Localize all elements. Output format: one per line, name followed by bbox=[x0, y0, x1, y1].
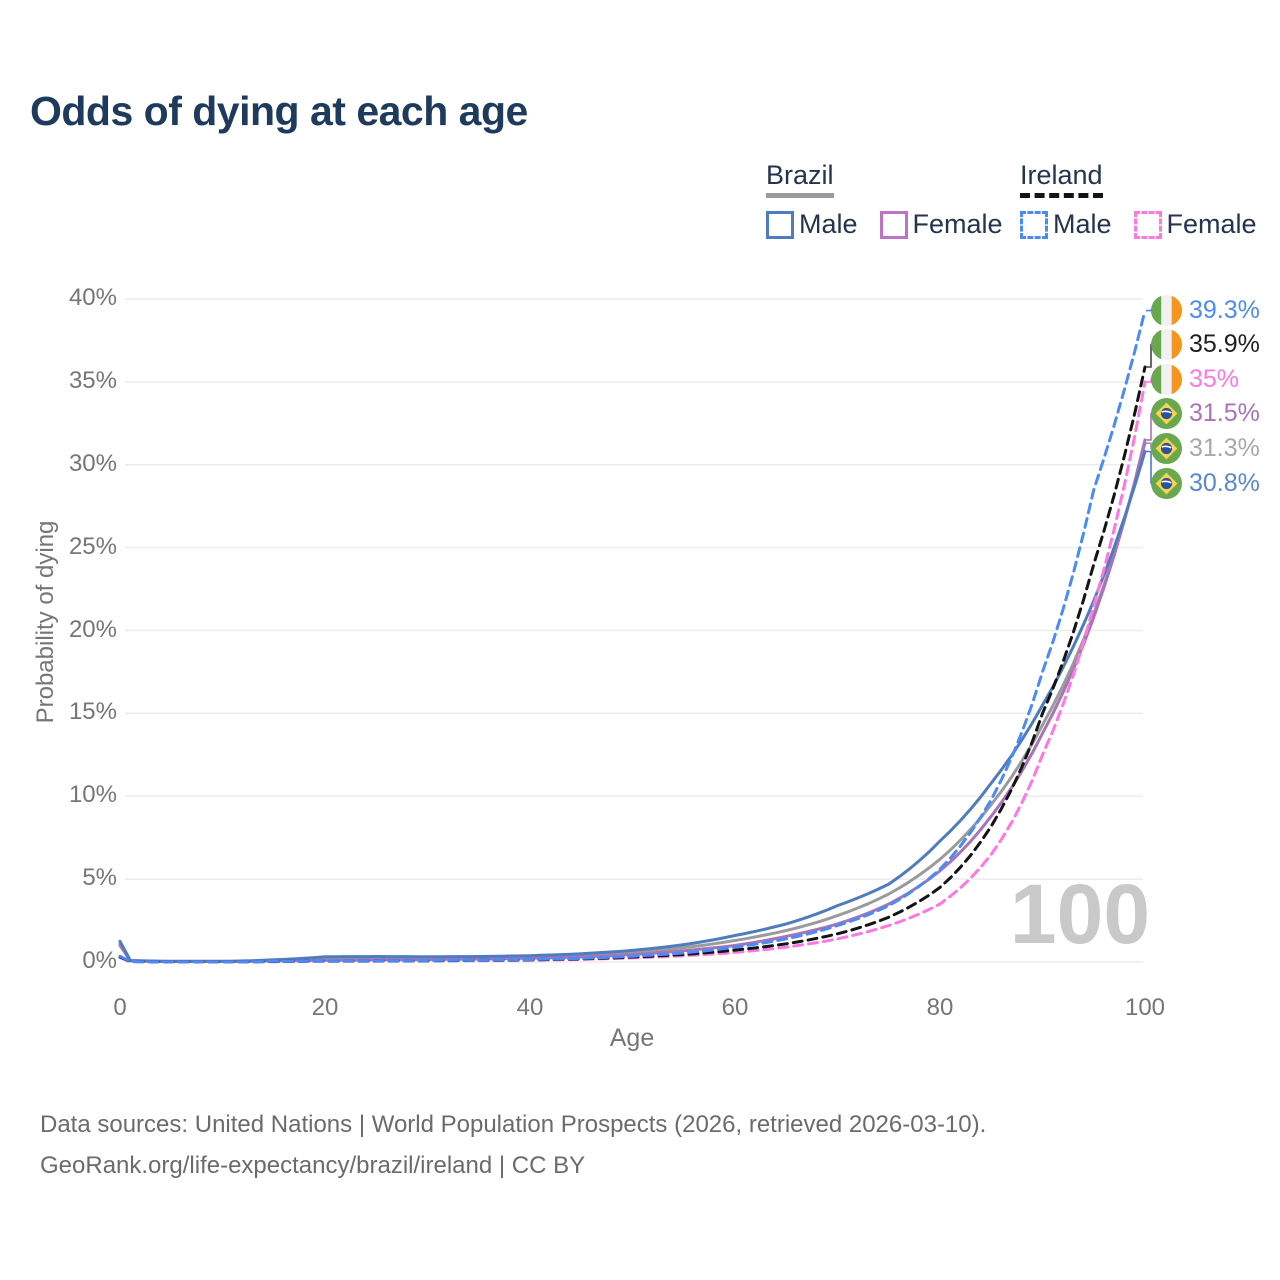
footer-data-sources: Data sources: United Nations | World Pop… bbox=[40, 1111, 987, 1138]
y-tick-40%: 40% bbox=[68, 284, 117, 311]
age-watermark: 100 bbox=[1009, 867, 1151, 961]
ireland-flag-icon bbox=[1151, 329, 1182, 361]
ireland-flag-icon bbox=[1151, 363, 1182, 395]
y-tick-30%: 30% bbox=[68, 449, 117, 477]
x-tick-80: 80 bbox=[926, 994, 954, 1021]
x-tick-20: 20 bbox=[311, 994, 339, 1021]
legend-label-ireland-male[interactable]: Male bbox=[1053, 209, 1112, 239]
legend-swatch-ireland-male[interactable] bbox=[1020, 210, 1048, 239]
footer: Data sources: United Nations | World Pop… bbox=[40, 1104, 986, 1186]
legend-swatch-ireland-female[interactable] bbox=[1133, 210, 1162, 239]
end-label-value: 39.3% bbox=[1189, 295, 1260, 324]
brazil-flag-icon bbox=[1151, 398, 1182, 430]
end-label-value: 35.9% bbox=[1189, 330, 1260, 359]
x-tick-40: 40 bbox=[516, 994, 544, 1021]
end-label-brazil-female: 31.5% bbox=[1151, 398, 1260, 430]
legend-brazil-header[interactable]: Brazil bbox=[766, 160, 834, 198]
y-tick-20%: 20% bbox=[68, 615, 117, 643]
series-line-brazil-male bbox=[118, 450, 1147, 963]
end-label-brazil-male: 30.8% bbox=[1151, 467, 1260, 499]
y-tick-15%: 15% bbox=[68, 698, 117, 726]
x-tick-100: 100 bbox=[1124, 994, 1166, 1021]
end-label-value: 30.8% bbox=[1189, 468, 1260, 497]
end-label-value: 31.3% bbox=[1189, 433, 1260, 462]
legend-group-ireland: Ireland Male Female bbox=[1020, 160, 1257, 240]
legend-label-brazil-male[interactable]: Male bbox=[799, 209, 858, 239]
y-tick-5%: 5% bbox=[82, 864, 117, 892]
chart-title: Odds of dying at each age bbox=[30, 88, 528, 134]
brazil-flag-icon bbox=[1151, 432, 1182, 464]
series-line-ireland-male bbox=[118, 309, 1147, 964]
x-axis-title: Age bbox=[609, 1024, 655, 1052]
legend-label-brazil-female[interactable]: Female bbox=[912, 209, 1003, 239]
legend-ireland-header[interactable]: Ireland bbox=[1020, 160, 1103, 198]
x-tick-0: 0 bbox=[113, 994, 127, 1021]
end-label-ireland-total: 35.9% bbox=[1151, 329, 1260, 361]
end-label-ireland-male: 39.3% bbox=[1151, 294, 1260, 326]
legend-swatch-brazil-female[interactable] bbox=[879, 210, 908, 239]
y-tick-25%: 25% bbox=[68, 532, 117, 560]
footer-attribution: GeoRank.org/life-expectancy/brazil/irela… bbox=[40, 1152, 586, 1179]
y-tick-0%: 0% bbox=[82, 947, 117, 974]
end-label-value: 35% bbox=[1189, 364, 1240, 393]
y-tick-10%: 10% bbox=[68, 781, 117, 809]
y-tick-35%: 35% bbox=[68, 366, 117, 394]
end-label-value: 31.5% bbox=[1189, 399, 1260, 428]
legend-label-ireland-female[interactable]: Female bbox=[1166, 209, 1257, 239]
legend-swatch-brazil-male[interactable] bbox=[766, 210, 794, 239]
ireland-flag-icon bbox=[1151, 294, 1182, 326]
end-label-brazil-total: 31.3% bbox=[1151, 432, 1260, 464]
brazil-flag-icon bbox=[1151, 467, 1182, 499]
end-label-ireland-female: 35% bbox=[1151, 363, 1239, 395]
x-tick-60: 60 bbox=[721, 994, 749, 1021]
legend-group-brazil: Brazil Male Female bbox=[766, 160, 1003, 240]
